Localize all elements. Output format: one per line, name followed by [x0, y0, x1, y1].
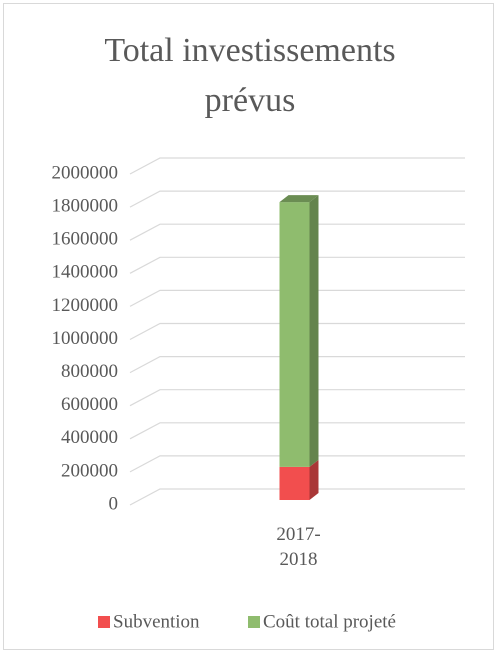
- grid-line: [129, 256, 465, 274]
- bar-segment: [279, 202, 310, 467]
- grid-line: [129, 488, 465, 506]
- y-tick-label: 1200000: [52, 295, 119, 316]
- y-tick-label: 1400000: [52, 262, 119, 283]
- grid-line: [129, 356, 465, 374]
- chart-frame: [3, 3, 494, 650]
- grid-line: [129, 389, 465, 407]
- grid-line: [129, 223, 465, 241]
- y-tick-label: 800000: [61, 361, 118, 382]
- legend-label: Coût total projeté: [263, 611, 396, 632]
- grid-line: [129, 322, 465, 341]
- bar-side: [309, 459, 319, 500]
- grid-line: [129, 190, 465, 208]
- bar-segment: [279, 466, 310, 500]
- legend-swatch: [98, 616, 110, 628]
- grid-line: [129, 157, 465, 175]
- y-tick-label: 200000: [61, 460, 118, 481]
- y-tick-label: 1000000: [52, 328, 119, 349]
- y-tick-label: 1600000: [52, 229, 119, 250]
- bar-side: [309, 195, 319, 467]
- y-tick-label: 1800000: [52, 195, 119, 216]
- legend-label: Subvention: [113, 611, 200, 632]
- y-tick-label: 2000000: [52, 162, 119, 183]
- grid-line: [129, 455, 465, 473]
- grid-line: [129, 289, 465, 307]
- chart-title: Total investissements prévus: [104, 32, 396, 119]
- y-tick-label: 400000: [61, 427, 118, 448]
- y-tick-label: 0: [109, 493, 119, 514]
- legend-swatch: [248, 616, 260, 628]
- x-tick-label: 2017-2018: [276, 524, 321, 570]
- grid-line: [129, 422, 465, 440]
- bar-top: [279, 195, 319, 203]
- y-tick-label: 600000: [61, 394, 118, 415]
